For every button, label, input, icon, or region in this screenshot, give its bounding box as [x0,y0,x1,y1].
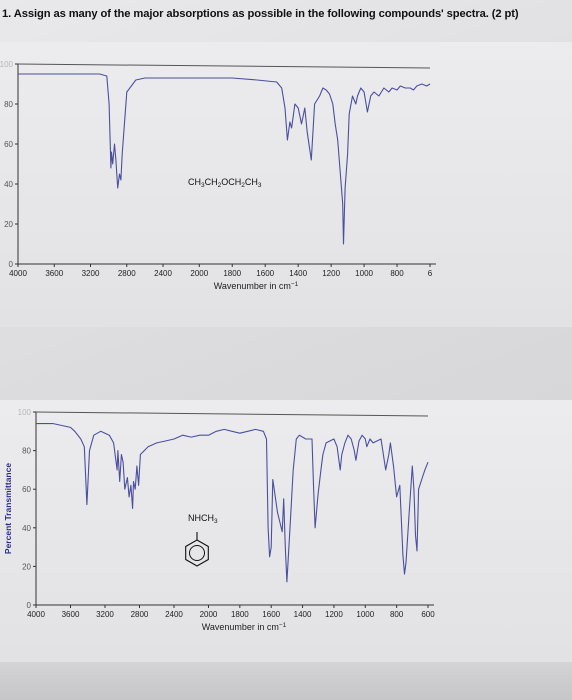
x-tick-label: 1400 [289,269,307,278]
y-tick-label: 20 [22,562,31,571]
x-axis-title-superscript: −1 [279,622,287,629]
question-text: 1. Assign as many of the major absorptio… [2,8,519,20]
benzene-aromatic-circle [189,545,205,561]
x-tick-label: 800 [390,610,404,619]
question-body: Assign as many of the major absorptions … [13,8,519,20]
y-axis-title: Percent Transmittance [3,463,13,554]
page-bottom-strip [0,662,572,700]
benzene-ring-icon [185,532,209,567]
y-tick-label: 100 [0,60,14,69]
x-tick-label: 2000 [190,269,208,278]
top-frame-line [17,63,431,69]
x-tick-label: 1200 [325,610,343,619]
spectrum-series-line [18,73,431,245]
x-tick-label: 2800 [131,610,149,619]
formula-part: CH [245,177,258,187]
compound-formula-label: CH3CH2OCH2CH3 [188,177,262,189]
x-axis-title-text: Wavenumber in cm [214,281,291,291]
x-tick-label: 1800 [231,610,249,619]
y-tick-label: 40 [4,180,13,189]
x-tick-label: 3200 [82,269,100,278]
formula-subscript: 3 [258,182,262,189]
y-tick-label: 40 [22,524,31,533]
x-tick-label: 2400 [165,610,183,619]
y-tick-label: 80 [4,100,13,109]
y-tick-label: 80 [22,447,31,456]
x-axis-title-text: Wavenumber in cm [202,622,279,632]
formula-subscript: 3 [214,518,218,525]
x-tick-label: 1000 [355,269,373,278]
y-tick-label: 100 [18,408,32,417]
y-tick-label: 0 [27,601,32,610]
formula-part: CH [188,177,201,187]
x-tick-label: 3600 [45,269,63,278]
spectrum-series-line [36,423,429,583]
formula-subscript: 2 [241,182,245,189]
x-tick-label: 1800 [223,269,241,278]
x-axis-title: Wavenumber in cm−1 [202,622,287,632]
x-axis-title-superscript: −1 [291,281,299,288]
benzene-hexagon [185,539,209,567]
x-tick-label: 1000 [356,610,374,619]
formula-subscript: 3 [201,182,205,189]
x-tick-label: 2000 [200,610,218,619]
ir-spectrum-n-methylaniline: 100 80 60 40 20 0 4000 3600 3200 2800 2400 2000 1800… [0,400,572,662]
x-tick-label: 1400 [294,610,312,619]
x-tick-label: 800 [390,269,404,278]
x-tick-label: 4000 [9,269,27,278]
x-tick-label: 2800 [118,269,136,278]
question-number: 1. [2,8,12,20]
formula-part: OCH [221,177,241,187]
x-tick-label: 1200 [322,269,340,278]
x-tick-label: 1600 [262,610,280,619]
y-tick-label: 60 [4,140,13,149]
x-tick-label: 3600 [62,610,80,619]
x-tick-label: 6 [428,269,433,278]
formula-subscript: 2 [218,182,222,189]
y-tick-label: 0 [9,260,14,269]
x-axis-title: Wavenumber in cm−1 [214,281,299,291]
formula-part: CH [205,177,218,187]
x-tick-label: 2400 [154,269,172,278]
x-tick-label: 4000 [27,610,45,619]
y-tick-label: 60 [22,485,31,494]
x-tick-label: 3200 [96,610,114,619]
compound-formula-label: NHCH3 [188,513,218,525]
y-tick-label: 20 [4,220,13,229]
x-tick-label: 600 [421,610,435,619]
ir-spectrum-diethyl-ether: 100 80 60 40 20 0 4000 3600 3200 2800 2400 2000 1800… [0,42,572,327]
top-frame-line [35,411,429,417]
x-tick-label: 1600 [256,269,274,278]
formula-part: NHCH [188,513,214,523]
